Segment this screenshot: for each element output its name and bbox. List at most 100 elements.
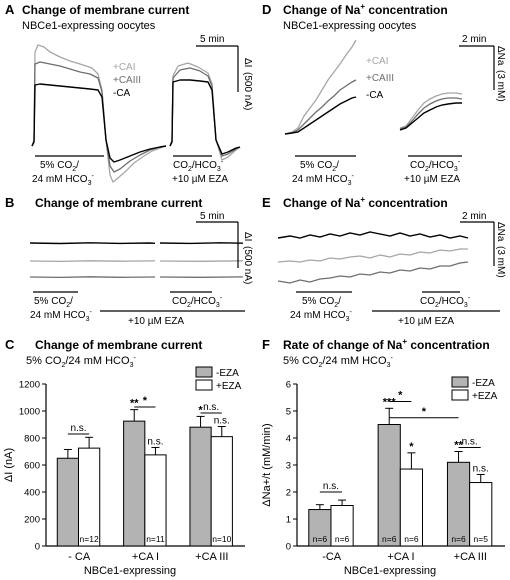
stim-d-label1: 5% CO2/ (300, 160, 339, 173)
panel-f-title: Rate of change of Na+ concentration (283, 337, 490, 352)
trace-a-noca-eza (169, 79, 241, 155)
scale-b-time: 5 min (200, 211, 224, 222)
panel-d-letter: D (262, 2, 271, 17)
trace-d-cai-eza (399, 92, 463, 129)
panel-d-traces (284, 39, 463, 135)
trace-a-caiii-eza (169, 67, 241, 157)
stim-d-label2: CO2/HCO3- (410, 159, 461, 173)
f-ytick-label-3: 3 (286, 461, 291, 472)
f-sig-0-2: ** (454, 440, 463, 452)
c-legend-label-0: -EZA (216, 368, 239, 379)
f-n-0-0: n=6 (313, 534, 328, 544)
panel-c-letter: C (5, 337, 15, 352)
legend-d-cai: +CAI (366, 56, 389, 67)
legend-a-noca: -CA (113, 88, 131, 99)
c-bar-0-0 (56, 457, 80, 547)
trace-e-caiii (277, 261, 469, 284)
legend-d-noca: -CA (366, 90, 384, 101)
trace-b-cai-eza (159, 260, 244, 262)
c-sig-0-1: ** (130, 398, 139, 410)
f-n-0-2: n=6 (451, 534, 466, 544)
panel-e-letter: E (262, 195, 271, 210)
c-bracket-label-0: n.s. (70, 423, 86, 434)
c-bar-1-2 (210, 436, 233, 547)
panel-b-title: Change of membrane current (35, 196, 202, 210)
stim-d-label2b: +10 µM EZA (404, 174, 460, 185)
scale-b-amp: (500 nA) (242, 246, 253, 284)
panel-e-title: Change of Na+ concentration (283, 195, 448, 210)
f-ytick-label-6: 6 (286, 380, 291, 391)
c-category-2: +CA III (195, 551, 228, 563)
c-ytick-label-6: 1200 (19, 380, 40, 391)
trace-d-noca (284, 96, 357, 135)
f-n-0-1: n=6 (382, 534, 397, 544)
stim-b-label2: CO2/HCO3- (172, 295, 223, 309)
f-bar-0-1 (377, 424, 401, 547)
stim-d-label1b: 24 mM HCO3- (292, 173, 354, 187)
c-bar-0-2 (189, 426, 212, 547)
c-sig-1-2: n.s. (214, 416, 230, 427)
panel-f: F Rate of change of Na+ concentration 5%… (261, 337, 505, 577)
f-legend-label-0: -EZA (472, 378, 495, 389)
trace-a-cai-eza (169, 62, 241, 161)
c-ytick-label-3: 600 (24, 461, 40, 472)
trace-a-caiii (31, 61, 167, 173)
c-bar-1-0 (78, 447, 101, 547)
legend-a-caiii: +CAIII (113, 75, 141, 86)
panel-f-letter: F (262, 337, 270, 352)
trace-d-cai (284, 39, 357, 135)
panel-c-footer: NBCe1-expressing (84, 565, 176, 577)
f-bracket-label-3: n.s. (462, 436, 478, 447)
stim-a-label1b: 24 mM HCO3- (32, 173, 94, 187)
trace-a-cai (31, 44, 167, 183)
panel-f-footer: NBCe1-expressing (344, 565, 436, 577)
panel-d-subtitle: NBCe1-expressing oocytes (283, 20, 417, 32)
f-sig-0-1: *** (383, 396, 397, 408)
trace-d-noca-eza (399, 102, 462, 131)
panel-b-letter: B (5, 195, 14, 210)
scale-b-sym: ΔI (242, 232, 253, 241)
c-y-label: ΔI (nA) (3, 448, 15, 482)
trace-a-noca (31, 83, 167, 163)
stim-b-eza: +10 µM EZA (128, 316, 184, 327)
f-y-label: ΔNa+/t (mM/min) (261, 423, 273, 506)
panel-a-letter: A (5, 2, 15, 17)
legend-a-cai: +CAI (113, 62, 136, 73)
stim-a-label2: CO2/HCO3- (173, 159, 224, 173)
c-ytick-label-4: 800 (24, 434, 40, 445)
f-n-1-1: n=6 (404, 534, 419, 544)
c-ytick-label-1: 200 (24, 515, 40, 526)
panel-c-title: Change of membrane current (35, 338, 202, 352)
scale-a-time: 5 min (200, 34, 224, 45)
c-legend-label-1: +EZA (216, 381, 242, 392)
c-bracket-label-1: * (143, 395, 148, 407)
f-ytick-label-5: 5 (286, 407, 291, 418)
scale-d-amp2: (3 mM) (495, 70, 506, 102)
trace-e-cai (277, 248, 468, 263)
f-legend-label-1: +EZA (472, 391, 498, 402)
f-ytick-label-2: 2 (286, 488, 291, 499)
stim-a-label1: 5% CO2/ (40, 160, 79, 173)
panel-a: A Change of membrane current NBCe1-expre… (5, 2, 253, 187)
c-n-1-0: n=12 (80, 534, 99, 544)
f-ytick-label-4: 4 (286, 434, 291, 445)
panel-e: E Change of Na+ concentration 2 min ΔNa … (262, 195, 506, 327)
f-n-1-2: n=5 (474, 534, 489, 544)
panel-b: B Change of membrane current 5 min ΔI (5… (5, 195, 253, 327)
trace-b-noca (29, 242, 156, 245)
scale-e-amp2: (3 mM) (495, 246, 506, 278)
stim-a-label2b: +10 µM EZA (172, 174, 228, 185)
panel-a-subtitle: NBCe1-expressing oocytes (22, 20, 156, 32)
stim-e-eza: +10 µM EZA (398, 316, 454, 327)
f-category-1: +CA I (387, 551, 414, 563)
trace-b-noca-eza (159, 242, 244, 245)
c-category-1: +CA I (132, 551, 159, 563)
c-bar-1-1 (144, 454, 167, 547)
f-legend-swatch-0 (451, 376, 469, 388)
f-bracket-label-1: * (398, 390, 403, 402)
c-legend-swatch-1 (195, 379, 213, 391)
panel-d: D Change of Na+ concentration NBCe1-expr… (262, 2, 506, 187)
c-n-1-1: n=11 (146, 534, 165, 544)
